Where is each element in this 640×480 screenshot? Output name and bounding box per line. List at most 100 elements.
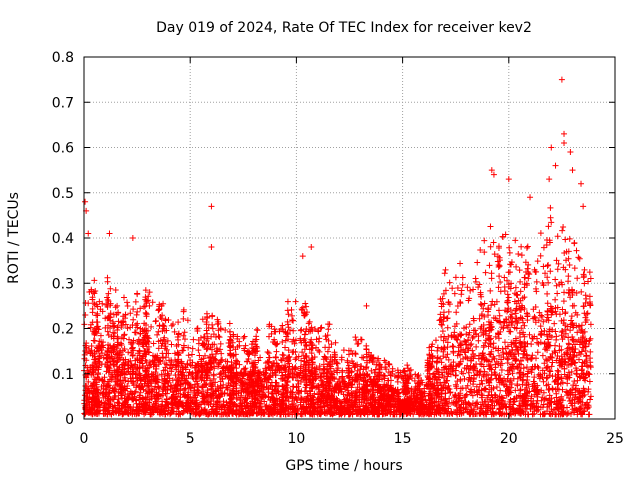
data-point	[127, 310, 134, 317]
data-point	[566, 235, 573, 242]
data-point	[128, 341, 135, 348]
data-point	[473, 343, 480, 350]
data-point	[99, 350, 106, 357]
data-point	[125, 349, 132, 356]
data-point	[431, 411, 438, 418]
data-point	[474, 259, 481, 266]
data-point	[469, 334, 476, 341]
data-point	[328, 341, 335, 348]
data-point	[577, 374, 584, 381]
data-point	[565, 334, 572, 341]
data-point	[524, 243, 531, 250]
data-point	[209, 321, 216, 328]
data-point	[541, 340, 548, 347]
data-point	[552, 328, 559, 335]
data-point	[520, 319, 527, 326]
data-point	[447, 363, 454, 370]
data-point	[452, 381, 459, 388]
data-point	[498, 360, 505, 367]
data-point	[555, 260, 562, 267]
data-point	[440, 337, 447, 344]
data-point	[573, 289, 580, 296]
data-point	[562, 236, 569, 243]
data-point	[524, 265, 531, 272]
data-point	[423, 382, 430, 389]
data-point	[495, 284, 502, 291]
data-point	[543, 242, 550, 249]
data-point	[574, 338, 581, 345]
data-point	[540, 263, 547, 270]
data-point	[170, 321, 177, 328]
data-point	[195, 347, 202, 354]
data-point	[441, 345, 448, 352]
data-point	[464, 284, 471, 291]
data-point	[444, 351, 451, 358]
data-point	[540, 244, 547, 251]
data-point	[574, 311, 581, 318]
data-point	[533, 278, 540, 285]
data-point	[565, 278, 572, 285]
data-point	[559, 227, 566, 234]
data-point	[127, 357, 134, 364]
data-point	[469, 347, 476, 354]
data-point	[560, 317, 567, 324]
data-point	[454, 285, 461, 292]
data-point	[481, 249, 488, 256]
data-point	[457, 260, 464, 267]
data-point	[268, 323, 275, 330]
data-point	[578, 363, 585, 370]
data-point	[582, 299, 589, 306]
data-point	[298, 357, 305, 364]
data-point	[168, 341, 175, 348]
data-point	[255, 357, 262, 364]
data-point	[504, 355, 511, 362]
data-point	[490, 239, 497, 246]
data-point	[262, 393, 269, 400]
data-point	[153, 317, 160, 324]
data-point	[537, 230, 544, 237]
data-point	[292, 356, 299, 363]
data-point	[578, 288, 585, 295]
data-point	[97, 332, 104, 339]
data-point	[480, 354, 487, 361]
data-point	[515, 250, 522, 257]
data-point	[222, 327, 229, 334]
data-point	[541, 411, 548, 418]
data-point	[498, 366, 505, 373]
data-point	[112, 287, 119, 294]
data-point	[481, 368, 488, 375]
data-point	[435, 398, 442, 405]
data-point	[518, 252, 525, 259]
data-point	[560, 298, 567, 305]
data-point	[542, 410, 549, 417]
data-point	[540, 401, 547, 408]
data-point	[574, 329, 581, 336]
data-point	[184, 361, 191, 368]
data-point	[541, 360, 548, 367]
data-point	[523, 364, 530, 371]
data-point	[558, 393, 565, 400]
data-point	[389, 368, 396, 375]
data-point	[515, 364, 522, 371]
data-point	[99, 308, 106, 315]
data-point	[329, 411, 336, 418]
data-point	[532, 303, 539, 310]
data-point	[263, 367, 270, 374]
data-point	[434, 344, 441, 351]
data-point	[551, 348, 558, 355]
data-point	[580, 333, 587, 340]
data-points	[81, 76, 594, 418]
data-point	[137, 305, 144, 312]
data-point	[518, 302, 525, 309]
data-point	[193, 397, 200, 404]
data-point	[531, 313, 538, 320]
data-point	[551, 320, 558, 327]
data-point	[548, 219, 555, 226]
data-point	[432, 337, 439, 344]
data-point	[146, 362, 153, 369]
data-point	[586, 293, 593, 300]
data-point	[475, 284, 482, 291]
data-point	[546, 385, 553, 392]
data-point	[169, 377, 176, 384]
data-point	[465, 332, 472, 339]
